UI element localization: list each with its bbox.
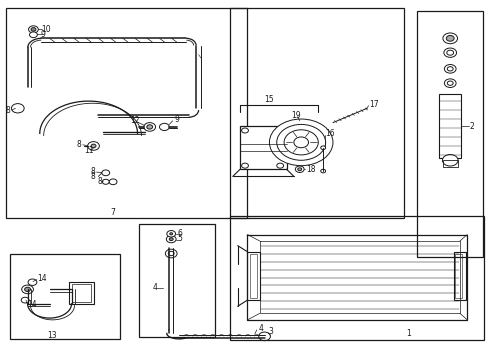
Text: 18: 18 <box>306 166 316 175</box>
Circle shape <box>443 33 458 44</box>
Circle shape <box>242 128 248 133</box>
Circle shape <box>29 32 37 38</box>
Circle shape <box>144 123 156 131</box>
Circle shape <box>277 128 284 133</box>
Text: 8: 8 <box>90 167 95 176</box>
Text: 6: 6 <box>177 229 182 238</box>
Text: 8: 8 <box>5 105 10 114</box>
Circle shape <box>21 297 29 303</box>
Circle shape <box>447 67 453 71</box>
Circle shape <box>28 26 38 33</box>
Text: 9: 9 <box>41 30 46 39</box>
Bar <box>72 284 91 302</box>
Text: 7: 7 <box>111 208 116 217</box>
Bar <box>455 253 463 298</box>
Text: 19: 19 <box>292 111 301 120</box>
Bar <box>250 253 257 298</box>
Circle shape <box>446 36 454 41</box>
Bar <box>69 282 94 304</box>
Circle shape <box>321 146 326 149</box>
Circle shape <box>277 163 284 168</box>
Circle shape <box>294 137 309 148</box>
Circle shape <box>169 238 173 240</box>
Circle shape <box>109 179 117 185</box>
Bar <box>247 252 260 300</box>
Text: 13: 13 <box>47 331 57 340</box>
Text: 14: 14 <box>37 274 47 283</box>
Text: 9: 9 <box>174 115 179 124</box>
Text: 15: 15 <box>265 95 274 104</box>
Bar <box>139 224 215 337</box>
Circle shape <box>28 279 37 285</box>
Circle shape <box>447 50 454 55</box>
Circle shape <box>88 141 99 150</box>
Circle shape <box>102 170 110 176</box>
Bar <box>454 252 466 300</box>
Text: 3: 3 <box>269 327 273 336</box>
Circle shape <box>91 144 96 148</box>
Bar <box>230 216 485 339</box>
Circle shape <box>168 251 174 256</box>
Text: 1: 1 <box>406 329 411 338</box>
Circle shape <box>22 285 33 294</box>
Text: 4: 4 <box>152 283 157 292</box>
Circle shape <box>447 81 453 85</box>
Text: 11: 11 <box>84 146 93 155</box>
Bar <box>10 254 121 338</box>
Bar <box>230 8 404 218</box>
Text: 2: 2 <box>470 122 474 131</box>
Bar <box>443 160 458 167</box>
Bar <box>417 12 484 257</box>
Circle shape <box>259 332 270 341</box>
Bar <box>440 94 461 158</box>
Circle shape <box>298 168 302 171</box>
Bar <box>5 8 247 218</box>
Circle shape <box>165 249 177 258</box>
Circle shape <box>270 119 333 166</box>
Text: 14: 14 <box>27 300 37 309</box>
Circle shape <box>442 154 458 166</box>
Text: 8: 8 <box>98 177 102 186</box>
Circle shape <box>24 287 30 292</box>
Circle shape <box>166 235 176 243</box>
Text: 16: 16 <box>326 129 335 138</box>
Bar <box>240 126 287 169</box>
Circle shape <box>444 64 456 73</box>
Circle shape <box>31 28 36 31</box>
Text: 4: 4 <box>258 324 263 333</box>
Text: 8: 8 <box>90 172 95 181</box>
Circle shape <box>170 233 172 235</box>
Circle shape <box>147 125 153 129</box>
Text: 17: 17 <box>369 100 379 109</box>
Text: 12: 12 <box>130 116 140 125</box>
Text: 8: 8 <box>76 140 81 149</box>
Circle shape <box>444 79 456 87</box>
Circle shape <box>277 125 326 160</box>
Circle shape <box>321 169 326 173</box>
Circle shape <box>242 163 248 168</box>
Circle shape <box>11 104 24 113</box>
Circle shape <box>167 230 175 237</box>
Circle shape <box>159 123 169 131</box>
Circle shape <box>444 48 457 57</box>
Circle shape <box>102 179 109 184</box>
Circle shape <box>295 166 304 172</box>
Circle shape <box>284 130 318 155</box>
Text: 10: 10 <box>41 24 50 33</box>
Text: 5: 5 <box>177 234 182 243</box>
